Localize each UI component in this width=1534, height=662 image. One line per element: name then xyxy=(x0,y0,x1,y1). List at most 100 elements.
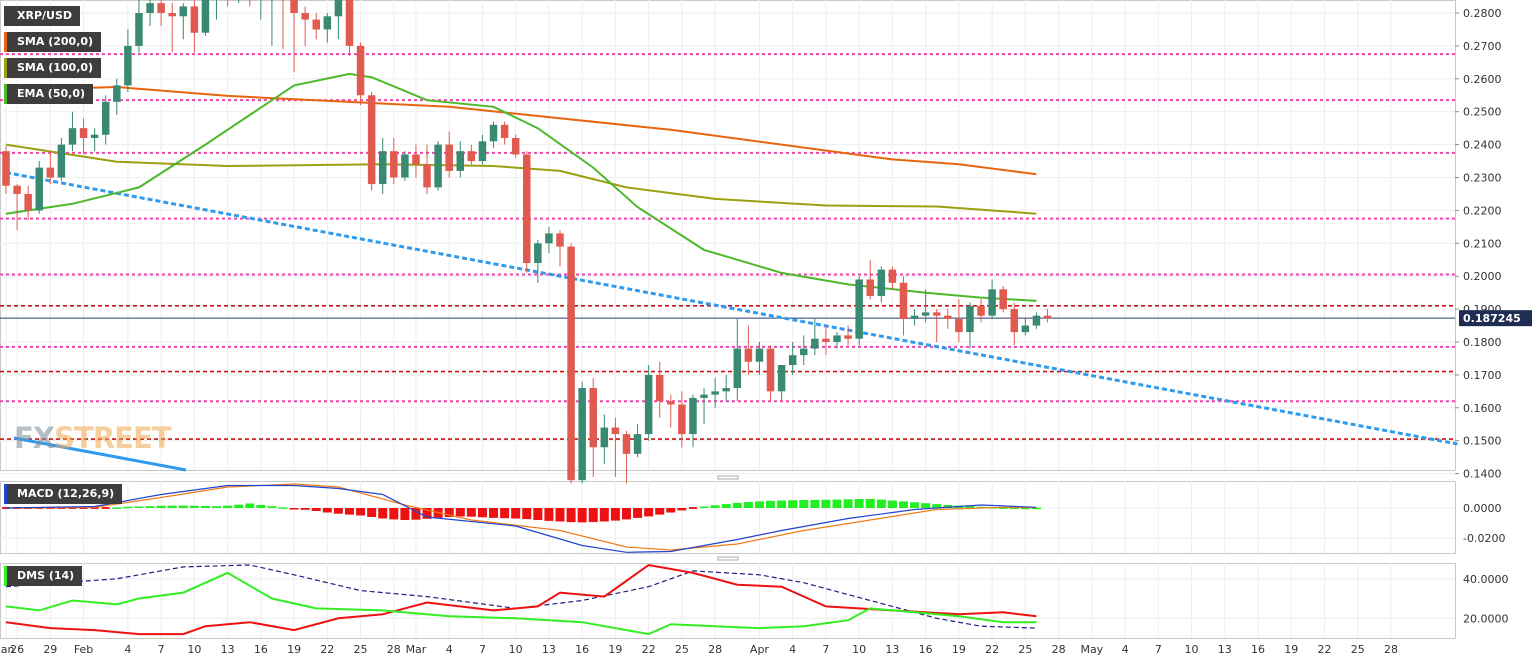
macd-hist-bar xyxy=(156,505,166,508)
x-tick-label: 10 xyxy=(187,643,201,656)
macd-hist-bar xyxy=(145,506,155,508)
macd-hist-bar xyxy=(766,500,776,508)
candle-body xyxy=(146,3,154,13)
x-tick-label: 28 xyxy=(708,643,722,656)
y-tick-label: 0.1700 xyxy=(1463,369,1502,382)
candle-body xyxy=(833,335,841,342)
macd-hist-bar xyxy=(223,505,233,508)
macd-y-tick-label: 0.0000 xyxy=(1463,502,1502,515)
y-tick-label: 0.1600 xyxy=(1463,402,1502,415)
macd-hist-bar xyxy=(998,507,1008,509)
candle-body xyxy=(1043,315,1052,319)
macd-hist-bar xyxy=(1020,507,1030,510)
candle-body xyxy=(290,0,298,14)
candle-body xyxy=(312,19,320,30)
macd-hist-bar xyxy=(633,508,643,518)
x-tick-label: 22 xyxy=(642,643,656,656)
sma100-badge: SMA (100,0) xyxy=(4,58,102,78)
candle-body xyxy=(179,6,188,17)
plus-di-line xyxy=(5,571,1037,636)
macd-hist-bar xyxy=(754,501,764,508)
candle-body xyxy=(711,391,719,395)
candle-body xyxy=(46,167,55,178)
candle-body xyxy=(800,348,808,356)
candle-body xyxy=(600,427,609,448)
x-tick-label: 19 xyxy=(287,643,301,656)
macd-hist-bar xyxy=(566,508,576,523)
macd-hist-bar xyxy=(311,508,321,511)
macd-hist-bar xyxy=(422,508,432,519)
candle-body xyxy=(655,374,664,402)
candle-body xyxy=(323,16,332,30)
x-tick-label: 16 xyxy=(919,643,933,656)
macd-hist-bar xyxy=(699,506,709,508)
sma200-line xyxy=(5,85,1037,176)
candle-body xyxy=(755,348,764,362)
candle-body xyxy=(334,0,343,17)
candle-body xyxy=(700,394,708,398)
macd-hist-bar xyxy=(921,503,931,508)
candle-body xyxy=(90,134,99,139)
x-tick-label: 25 xyxy=(1351,643,1365,656)
macd-line xyxy=(5,484,1037,553)
downtrend-line xyxy=(5,171,1458,446)
candle-body xyxy=(2,151,10,186)
y-tick-label: 0.2700 xyxy=(1463,40,1502,53)
x-tick-label: 19 xyxy=(1284,643,1298,656)
macd-hist-bar xyxy=(799,500,809,508)
candle-body xyxy=(689,397,697,435)
macd-hist-bar xyxy=(965,506,975,508)
macd-hist-bar xyxy=(655,508,665,515)
y-tick-label: 0.2500 xyxy=(1463,106,1502,119)
macd-hist-bar xyxy=(943,505,953,508)
candle-body xyxy=(401,154,409,178)
macd-hist-bar xyxy=(932,504,942,508)
last-price-box xyxy=(1459,310,1532,327)
dms-resize-handle xyxy=(717,556,739,561)
candle-body xyxy=(766,348,775,392)
macd-hist-bar xyxy=(101,507,110,509)
macd-hist-bar xyxy=(777,500,787,508)
candle-body xyxy=(378,151,387,185)
candle-body xyxy=(545,233,553,244)
macd-hist-bar xyxy=(378,508,388,519)
x-tick-label: 16 xyxy=(254,643,268,656)
candle-body xyxy=(678,404,686,435)
x-tick-label: 13 xyxy=(1218,643,1232,656)
macd-hist-bar xyxy=(610,508,620,521)
macd-hist-bar xyxy=(843,499,853,508)
candle-body xyxy=(68,128,77,145)
macd-hist-bar xyxy=(90,507,99,509)
candle-body xyxy=(356,45,365,96)
dms-y-tick-label: 20.0000 xyxy=(1463,612,1509,625)
macd-hist-bar xyxy=(477,508,487,518)
candle-body xyxy=(24,193,32,211)
macd-hist-bar xyxy=(865,499,875,508)
candle-body xyxy=(456,151,465,171)
symbol-badge: XRP/USD xyxy=(4,6,81,26)
x-tick-label: 28 xyxy=(387,643,401,656)
x-tick-label: 13 xyxy=(542,643,556,656)
candle-body xyxy=(434,144,442,188)
y-tick-label: 0.2300 xyxy=(1463,172,1502,185)
macd-hist-bar xyxy=(666,508,676,513)
candle-body xyxy=(35,167,43,211)
macd-badge: MACD (12,26,9) xyxy=(4,484,123,504)
x-tick-label: 22 xyxy=(320,643,334,656)
y-tick-label: 0.2100 xyxy=(1463,237,1502,250)
x-tick-label: 13 xyxy=(885,643,899,656)
candle-body xyxy=(1021,325,1030,333)
minus-di-line xyxy=(5,563,1037,636)
candle-body xyxy=(822,338,830,342)
candle-body xyxy=(523,154,531,264)
candle-body xyxy=(124,45,132,86)
panel-frame-1 xyxy=(0,481,1456,554)
candle-body xyxy=(1010,309,1019,333)
macd-hist-bar xyxy=(289,508,299,510)
x-tick-label: Jan xyxy=(0,643,15,656)
candle-body xyxy=(489,124,498,142)
macd-hist-bar xyxy=(876,499,886,508)
candle-body xyxy=(201,0,210,33)
candle-body xyxy=(644,374,653,435)
